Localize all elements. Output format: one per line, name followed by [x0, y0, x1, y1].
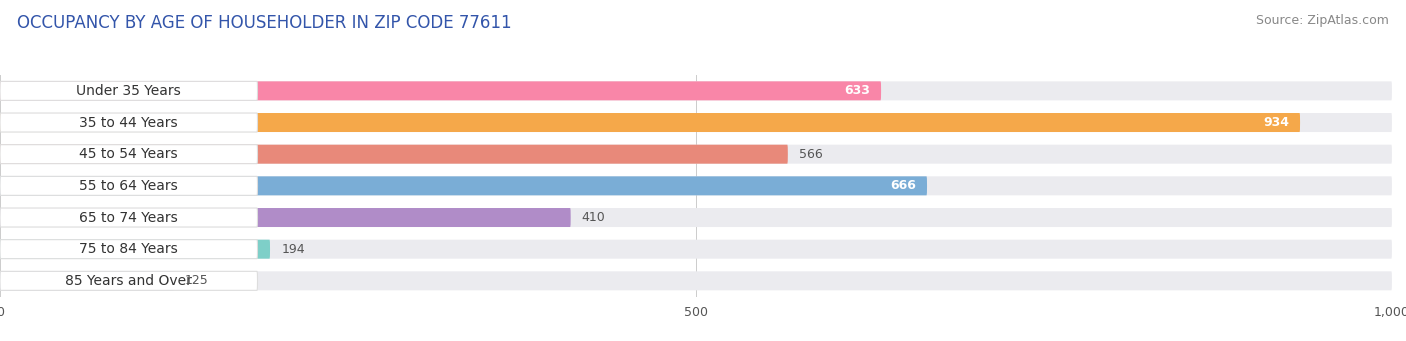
Text: 410: 410	[582, 211, 606, 224]
FancyBboxPatch shape	[0, 113, 1392, 132]
FancyBboxPatch shape	[0, 208, 257, 227]
FancyBboxPatch shape	[0, 81, 257, 100]
FancyBboxPatch shape	[0, 113, 257, 132]
FancyBboxPatch shape	[0, 240, 270, 259]
FancyBboxPatch shape	[0, 240, 257, 259]
FancyBboxPatch shape	[0, 145, 1392, 164]
Text: 666: 666	[890, 179, 915, 192]
FancyBboxPatch shape	[0, 113, 1301, 132]
Text: 65 to 74 Years: 65 to 74 Years	[79, 210, 179, 224]
Text: 934: 934	[1263, 116, 1289, 129]
FancyBboxPatch shape	[0, 145, 787, 164]
Text: 55 to 64 Years: 55 to 64 Years	[79, 179, 179, 193]
Text: Under 35 Years: Under 35 Years	[76, 84, 181, 98]
Text: 566: 566	[799, 148, 823, 161]
Text: 633: 633	[844, 84, 870, 97]
FancyBboxPatch shape	[0, 81, 882, 100]
FancyBboxPatch shape	[0, 240, 1392, 259]
FancyBboxPatch shape	[0, 81, 1392, 100]
Text: Source: ZipAtlas.com: Source: ZipAtlas.com	[1256, 14, 1389, 27]
Text: 194: 194	[281, 243, 305, 256]
Text: OCCUPANCY BY AGE OF HOUSEHOLDER IN ZIP CODE 77611: OCCUPANCY BY AGE OF HOUSEHOLDER IN ZIP C…	[17, 14, 512, 32]
Text: 45 to 54 Years: 45 to 54 Years	[80, 147, 179, 161]
Text: 125: 125	[186, 275, 209, 287]
FancyBboxPatch shape	[0, 145, 257, 164]
FancyBboxPatch shape	[0, 208, 1392, 227]
FancyBboxPatch shape	[0, 271, 257, 290]
FancyBboxPatch shape	[0, 176, 1392, 195]
Text: 85 Years and Over: 85 Years and Over	[65, 274, 193, 288]
FancyBboxPatch shape	[0, 271, 174, 290]
Text: 35 to 44 Years: 35 to 44 Years	[80, 116, 179, 130]
FancyBboxPatch shape	[0, 176, 927, 195]
FancyBboxPatch shape	[0, 176, 257, 195]
Text: 75 to 84 Years: 75 to 84 Years	[79, 242, 179, 256]
FancyBboxPatch shape	[0, 208, 571, 227]
FancyBboxPatch shape	[0, 271, 1392, 290]
